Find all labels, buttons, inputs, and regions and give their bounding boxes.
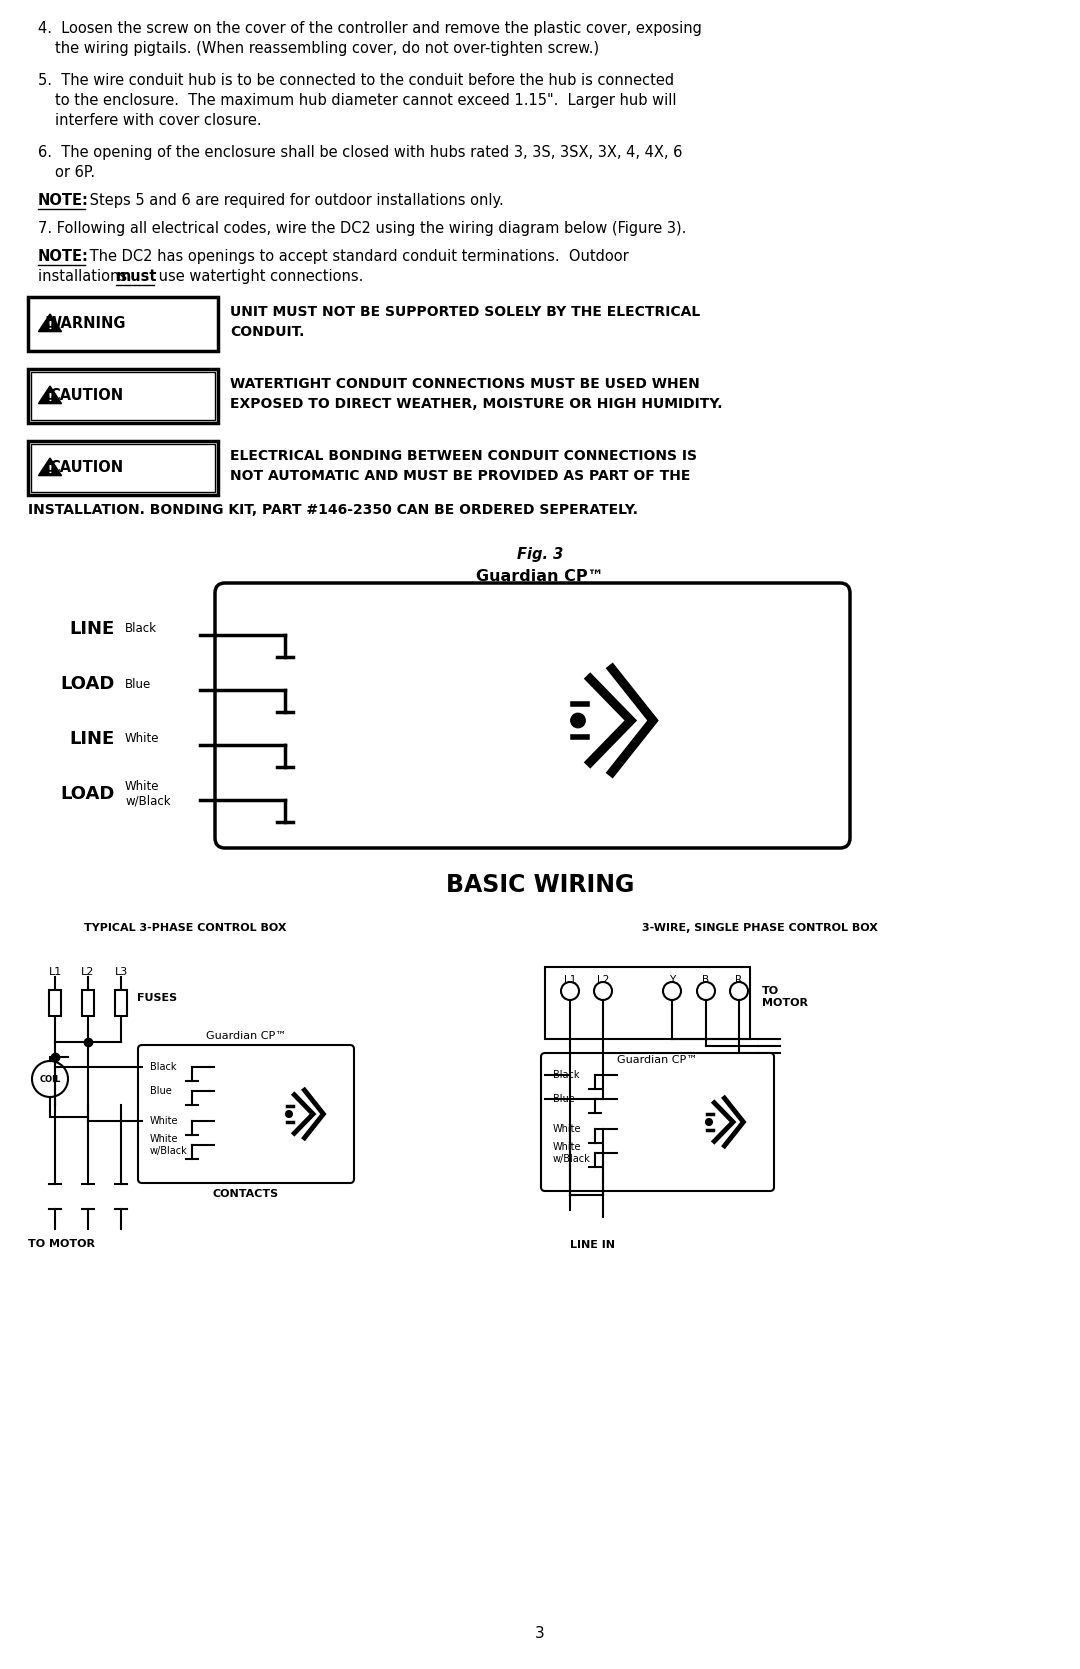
Circle shape [705,1118,713,1125]
Text: to the enclosure.  The maximum hub diameter cannot exceed 1.15".  Larger hub wil: to the enclosure. The maximum hub diamet… [55,93,676,108]
Text: LOAD: LOAD [60,674,114,693]
Text: TYPICAL 3-PHASE CONTROL BOX: TYPICAL 3-PHASE CONTROL BOX [84,923,286,933]
Text: Fig. 3: Fig. 3 [517,547,563,562]
Text: !: ! [48,464,53,474]
Text: CONDUIT.: CONDUIT. [230,325,305,339]
Text: Guardian CP™: Guardian CP™ [206,1031,286,1041]
Text: L2: L2 [81,966,95,976]
Text: the wiring pigtails. (When reassembling cover, do not over-tighten screw.): the wiring pigtails. (When reassembling … [55,42,599,57]
Text: LINE: LINE [70,729,114,748]
Text: FUSES: FUSES [137,993,177,1003]
Bar [28,369,218,422]
Text: CAUTION: CAUTION [49,389,123,404]
Text: White: White [125,733,160,746]
Text: LINE IN: LINE IN [570,1240,615,1250]
Text: Black: Black [150,1061,176,1071]
Text: TO
MOTOR: TO MOTOR [762,986,808,1008]
Text: must: must [116,269,158,284]
Text: L1: L1 [564,975,577,985]
Text: WATERTIGHT CONDUIT CONNECTIONS MUST BE USED WHEN: WATERTIGHT CONDUIT CONNECTIONS MUST BE U… [230,377,700,391]
Text: installations: installations [38,269,132,284]
Text: 4.  Loosen the screw on the cover of the controller and remove the plastic cover: 4. Loosen the screw on the cover of the … [38,22,702,37]
Text: 3: 3 [535,1626,545,1641]
Text: WARNING: WARNING [45,317,126,332]
Text: Steps 5 and 6 are required for outdoor installations only.: Steps 5 and 6 are required for outdoor i… [85,194,503,209]
Text: L2: L2 [597,975,609,985]
Text: White: White [150,1117,178,1127]
Text: L3: L3 [114,966,127,976]
Text: White
w/Black: White w/Black [150,1135,188,1157]
Text: UNIT MUST NOT BE SUPPORTED SOLELY BY THE ELECTRICAL: UNIT MUST NOT BE SUPPORTED SOLELY BY THE… [230,305,700,319]
Text: Guardian CP™: Guardian CP™ [618,1055,698,1065]
Text: LINE: LINE [70,619,114,638]
Text: use watertight connections.: use watertight connections. [154,269,363,284]
Text: TO MOTOR: TO MOTOR [28,1238,95,1248]
Text: or 6P.: or 6P. [55,165,95,180]
Text: CONTACTS: CONTACTS [213,1188,279,1198]
Text: White
w/Black: White w/Black [553,1142,591,1163]
Text: BASIC WIRING: BASIC WIRING [446,873,634,896]
Text: R: R [735,975,743,985]
Polygon shape [39,457,62,476]
Text: Guardian CP™: Guardian CP™ [476,569,604,584]
Text: Blue: Blue [150,1087,172,1097]
Bar [49,990,60,1016]
Text: NOTE:: NOTE: [38,194,89,209]
Text: Black: Black [125,623,157,636]
Text: LOAD: LOAD [60,784,114,803]
Text: !: ! [48,320,53,330]
Text: Y: Y [669,975,675,985]
Text: INSTALLATION. BONDING KIT, PART #146-2350 CAN BE ORDERED SEPERATELY.: INSTALLATION. BONDING KIT, PART #146-235… [28,502,638,517]
FancyBboxPatch shape [215,582,850,848]
Polygon shape [39,314,62,332]
FancyBboxPatch shape [138,1045,354,1183]
Text: CAUTION: CAUTION [49,461,123,476]
Bar [28,441,218,496]
Bar [82,990,94,1016]
Text: !: ! [48,392,53,402]
Text: Blue: Blue [125,678,151,691]
Text: 7. Following all electrical codes, wire the DC2 using the wiring diagram below (: 7. Following all electrical codes, wire … [38,220,687,235]
Bar [545,966,750,1040]
Text: Blue: Blue [553,1093,575,1103]
Text: 5.  The wire conduit hub is to be connected to the conduit before the hub is con: 5. The wire conduit hub is to be connect… [38,73,674,88]
Text: COIL: COIL [39,1075,60,1083]
Text: interfere with cover closure.: interfere with cover closure. [55,113,261,129]
Text: The DC2 has openings to accept standard conduit terminations.  Outdoor: The DC2 has openings to accept standard … [85,249,629,264]
Text: L1: L1 [49,966,62,976]
Circle shape [571,713,585,728]
Bar [114,990,127,1016]
Text: White: White [553,1123,581,1133]
Bar [31,444,215,492]
Text: Black: Black [553,1070,580,1080]
Bar [31,372,215,421]
Text: B: B [702,975,710,985]
Text: 6.  The opening of the enclosure shall be closed with hubs rated 3, 3S, 3SX, 3X,: 6. The opening of the enclosure shall be… [38,145,683,160]
FancyBboxPatch shape [541,1053,774,1192]
Bar [28,297,218,350]
Polygon shape [39,386,62,404]
Text: NOTE:: NOTE: [38,249,89,264]
Text: NOT AUTOMATIC AND MUST BE PROVIDED AS PART OF THE: NOT AUTOMATIC AND MUST BE PROVIDED AS PA… [230,469,690,482]
Text: 3-WIRE, SINGLE PHASE CONTROL BOX: 3-WIRE, SINGLE PHASE CONTROL BOX [643,923,878,933]
Text: EXPOSED TO DIRECT WEATHER, MOISTURE OR HIGH HUMIDITY.: EXPOSED TO DIRECT WEATHER, MOISTURE OR H… [230,397,723,411]
Text: White
w/Black: White w/Black [125,779,171,808]
Text: ELECTRICAL BONDING BETWEEN CONDUIT CONNECTIONS IS: ELECTRICAL BONDING BETWEEN CONDUIT CONNE… [230,449,697,462]
Circle shape [285,1110,293,1117]
